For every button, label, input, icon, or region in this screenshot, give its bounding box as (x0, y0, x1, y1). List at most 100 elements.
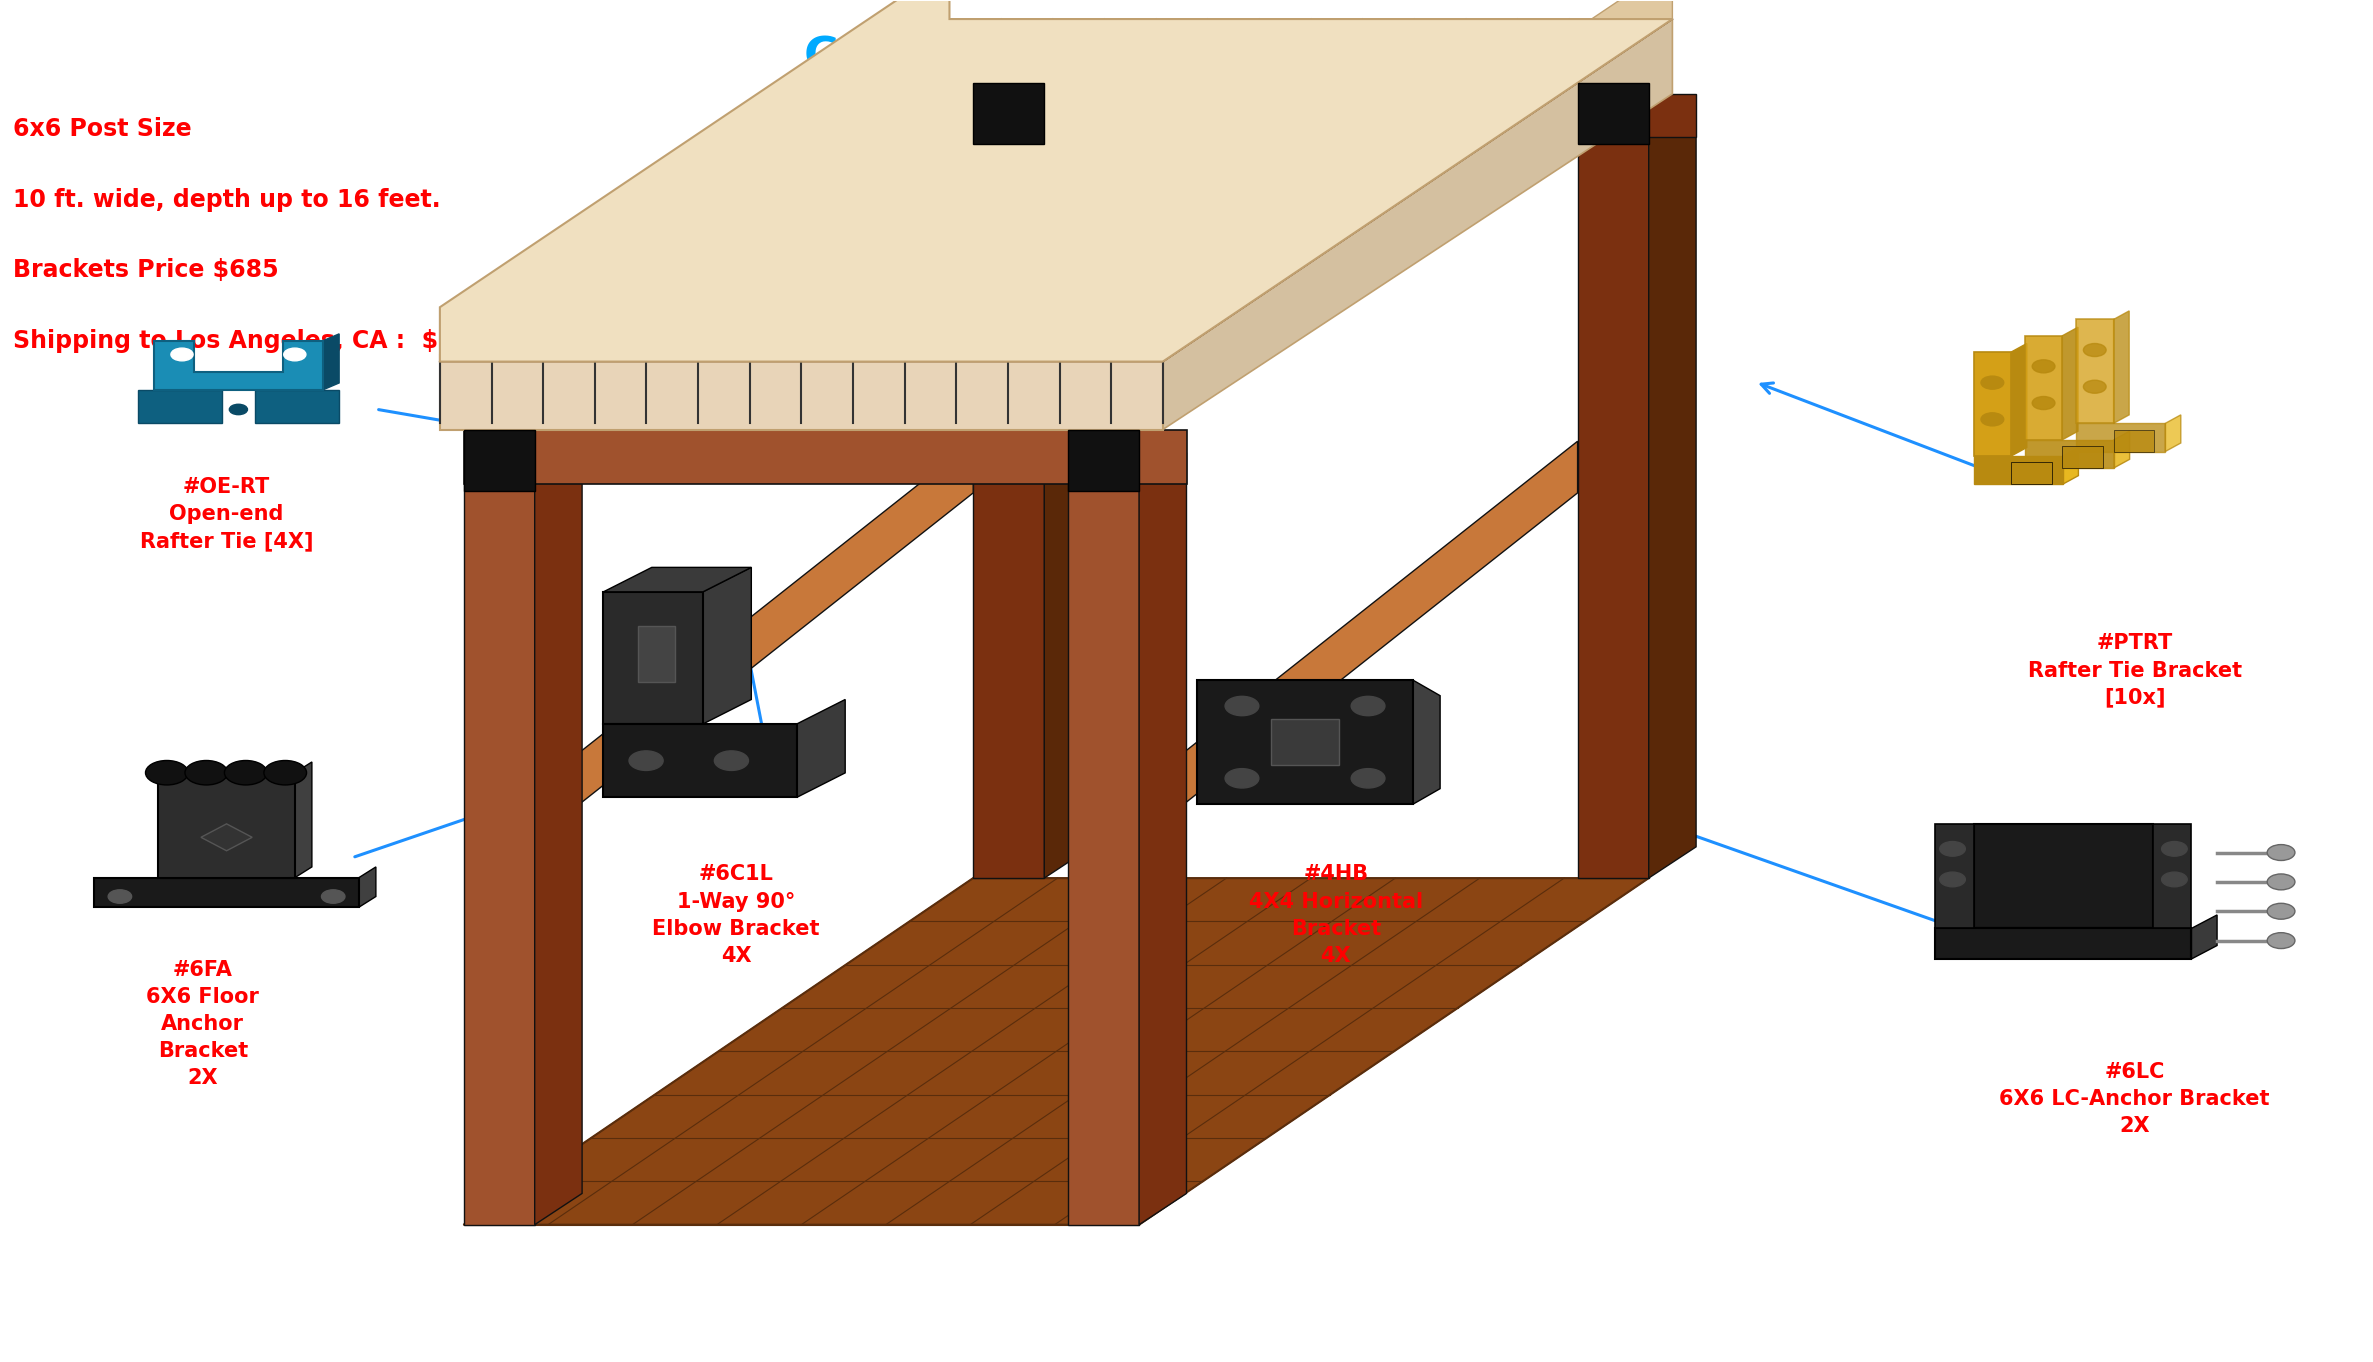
Text: CONTENTS OF KIT #6LT-1010: CONTENTS OF KIT #6LT-1010 (804, 35, 1569, 80)
Circle shape (1224, 696, 1258, 715)
Polygon shape (973, 138, 1044, 878)
Polygon shape (1272, 719, 1338, 765)
Polygon shape (2152, 824, 2193, 929)
Polygon shape (603, 592, 702, 725)
Polygon shape (323, 334, 339, 390)
Polygon shape (973, 94, 1697, 138)
Polygon shape (1578, 83, 1649, 144)
Circle shape (2083, 380, 2107, 394)
Polygon shape (439, 0, 1673, 361)
Polygon shape (702, 568, 752, 725)
Circle shape (2266, 844, 2295, 861)
Polygon shape (439, 19, 1673, 361)
Circle shape (2266, 903, 2295, 919)
Polygon shape (463, 429, 534, 490)
Polygon shape (2012, 462, 2053, 484)
Circle shape (320, 889, 344, 903)
Circle shape (1350, 696, 1386, 715)
Polygon shape (1139, 441, 1578, 839)
Polygon shape (1139, 452, 1186, 1224)
Circle shape (109, 889, 131, 903)
Text: #PTRT
Rafter Tie Bracket
[10x]: #PTRT Rafter Tie Bracket [10x] (2027, 633, 2242, 708)
Polygon shape (534, 441, 973, 839)
Polygon shape (2062, 327, 2079, 440)
Polygon shape (2076, 320, 2114, 424)
Polygon shape (2164, 415, 2181, 452)
Polygon shape (463, 429, 1186, 484)
Text: #OE-RT
Open-end
Rafter Tie [4X]: #OE-RT Open-end Rafter Tie [4X] (140, 477, 313, 552)
Text: #6FA
6X6 Floor
Anchor
Bracket
2X: #6FA 6X6 Floor Anchor Bracket 2X (147, 960, 259, 1088)
Polygon shape (1649, 106, 1697, 878)
Text: #6LC
6X6 LC-Anchor Bracket
2X: #6LC 6X6 LC-Anchor Bracket 2X (2000, 1061, 2271, 1136)
Polygon shape (1163, 19, 1673, 429)
Polygon shape (154, 340, 323, 390)
Circle shape (2266, 933, 2295, 948)
Polygon shape (1068, 429, 1139, 490)
Circle shape (2083, 343, 2107, 357)
Polygon shape (1068, 484, 1139, 1224)
Polygon shape (2024, 336, 2062, 440)
Polygon shape (1974, 824, 2152, 929)
Circle shape (2162, 842, 2188, 857)
Circle shape (263, 760, 306, 785)
Circle shape (1224, 768, 1258, 789)
Text: 10 ft. wide, depth up to 16 feet.: 10 ft. wide, depth up to 16 feet. (14, 188, 441, 211)
Polygon shape (2024, 440, 2114, 469)
Polygon shape (973, 83, 1044, 144)
Polygon shape (254, 390, 339, 424)
Polygon shape (603, 568, 752, 592)
Polygon shape (202, 824, 252, 851)
Polygon shape (1412, 680, 1440, 804)
Circle shape (629, 750, 662, 771)
Polygon shape (1163, 0, 1673, 361)
Polygon shape (638, 627, 674, 682)
Circle shape (145, 760, 187, 785)
Polygon shape (1974, 456, 2062, 484)
Circle shape (171, 349, 192, 361)
Circle shape (2031, 360, 2055, 373)
Polygon shape (2114, 311, 2129, 424)
Polygon shape (138, 390, 223, 424)
Polygon shape (797, 700, 845, 797)
Polygon shape (2012, 343, 2027, 456)
Text: #4HB
4X4 Horizontal
Bracket
4X: #4HB 4X4 Horizontal Bracket 4X (1248, 865, 1424, 966)
Polygon shape (2076, 424, 2164, 452)
Polygon shape (1578, 138, 1649, 878)
Polygon shape (463, 878, 1649, 1224)
Text: Brackets Price $685: Brackets Price $685 (14, 259, 280, 282)
Text: 6x6 Post Size: 6x6 Post Size (14, 117, 192, 140)
Circle shape (2162, 872, 2188, 887)
Polygon shape (439, 354, 1163, 429)
Polygon shape (294, 761, 311, 877)
Polygon shape (603, 725, 797, 797)
Circle shape (2266, 874, 2295, 889)
Circle shape (1981, 413, 2003, 426)
Text: Shipping to Los Angeles, CA :  $165: Shipping to Los Angeles, CA : $165 (14, 330, 489, 353)
Polygon shape (95, 877, 358, 907)
Polygon shape (2114, 432, 2129, 469)
Circle shape (285, 349, 306, 361)
Polygon shape (1196, 680, 1412, 804)
Polygon shape (2062, 448, 2079, 484)
Circle shape (1939, 842, 1965, 857)
Polygon shape (2193, 915, 2216, 959)
Polygon shape (159, 772, 294, 877)
Polygon shape (2114, 429, 2155, 452)
Polygon shape (1974, 351, 2012, 456)
Polygon shape (1044, 106, 1092, 878)
Circle shape (2031, 396, 2055, 410)
Polygon shape (358, 868, 375, 907)
Polygon shape (1936, 929, 2193, 959)
Polygon shape (2062, 445, 2102, 469)
Polygon shape (1936, 824, 1974, 929)
Circle shape (1939, 872, 1965, 887)
Polygon shape (463, 484, 534, 1224)
Circle shape (225, 760, 268, 785)
Polygon shape (534, 452, 581, 1224)
Circle shape (714, 750, 747, 771)
Circle shape (1350, 768, 1386, 789)
Circle shape (185, 760, 228, 785)
Text: #6C1L
1-Way 90°
Elbow Bracket
4X: #6C1L 1-Way 90° Elbow Bracket 4X (653, 865, 821, 966)
Circle shape (230, 405, 247, 414)
Circle shape (1981, 376, 2003, 390)
